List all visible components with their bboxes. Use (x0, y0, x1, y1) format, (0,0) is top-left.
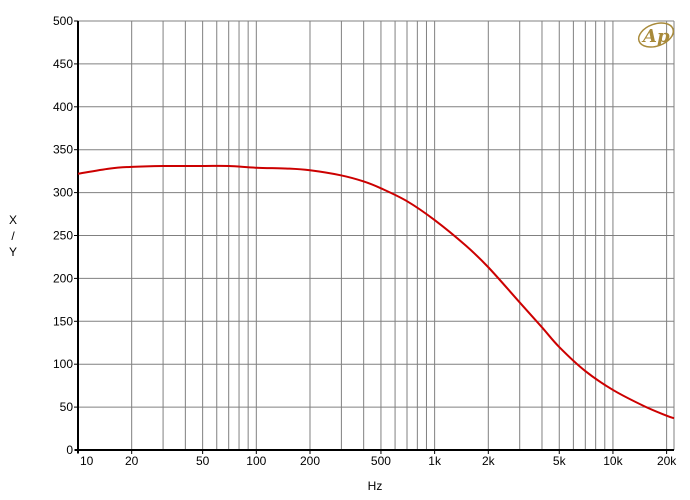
y-tick-label: 300 (53, 186, 73, 200)
y-axis-label-line: X (9, 213, 17, 227)
x-axis-label: Hz (368, 479, 383, 493)
y-tick-label: 50 (60, 400, 74, 414)
ap-logo: Ap (637, 22, 675, 48)
x-tick-label: 5k (553, 454, 567, 468)
y-tick-label: 150 (53, 314, 73, 328)
x-tick-label: 20 (125, 454, 139, 468)
x-tick-label: 2k (482, 454, 496, 468)
x-tick-label: 200 (300, 454, 320, 468)
grid (74, 20, 675, 454)
y-tick-label: 450 (53, 57, 73, 71)
x-tick-label: 10k (603, 454, 623, 468)
logo-text: Ap (641, 26, 670, 47)
x-tick-label: 100 (246, 454, 266, 468)
x-tick-label: 1k (428, 454, 442, 468)
y-axis-label-line: Y (9, 245, 17, 259)
y-axis-label: X / Y (9, 213, 17, 259)
y-tick-label: 400 (53, 100, 73, 114)
series-line (77, 164, 675, 420)
logo-swoosh-icon (637, 22, 675, 48)
y-tick-label: 500 (53, 14, 73, 28)
x-tick-labels: 10 20 50 100 200 500 1k 2k 5k 10k 20k (80, 454, 677, 468)
x-tick-label: 500 (371, 454, 391, 468)
y-tick-labels: 0 50 100 150 200 250 300 350 400 450 500 (53, 14, 73, 457)
x-tick-label: 50 (196, 454, 210, 468)
y-tick-label: 100 (53, 357, 73, 371)
y-axis-label-line: / (11, 229, 15, 243)
x-tick-label: 10 (80, 454, 94, 468)
y-tick-label: 350 (53, 143, 73, 157)
x-tick-label: 20k (657, 454, 677, 468)
y-tick-label: 200 (53, 271, 73, 285)
y-tick-label: 0 (66, 443, 73, 457)
y-tick-label: 250 (53, 229, 73, 243)
